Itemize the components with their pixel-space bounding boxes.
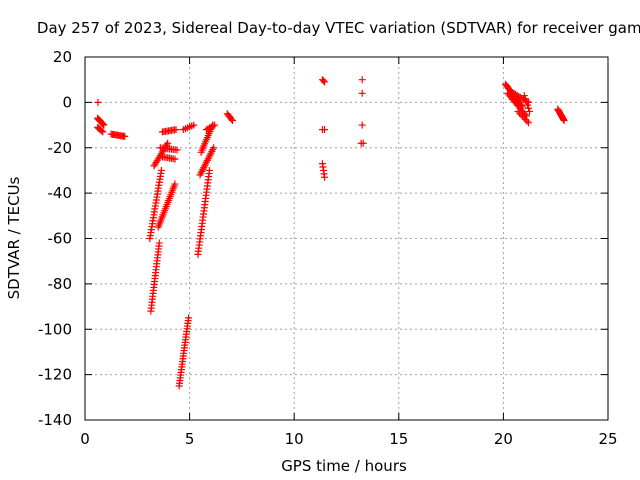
data-point: [525, 119, 533, 127]
x-tick-label: 10: [285, 430, 304, 448]
x-tick-label: 5: [185, 430, 195, 448]
data-point: [520, 92, 528, 100]
x-tick-label: 25: [598, 430, 617, 448]
data-point: [98, 127, 106, 135]
data-point: [514, 107, 522, 115]
chart-title: Day 257 of 2023, Sidereal Day-to-day VTE…: [37, 19, 640, 37]
data-point: [321, 173, 329, 181]
data-point: [99, 128, 107, 136]
data-point: [522, 98, 530, 106]
data-point: [516, 109, 524, 117]
y-tick-label: -120: [38, 366, 72, 384]
data-point: [519, 112, 527, 120]
data-point: [358, 76, 366, 84]
data-point: [227, 115, 235, 123]
data-point: [121, 132, 129, 140]
data-point: [522, 116, 530, 124]
y-tick-label: 0: [62, 93, 72, 111]
data-point: [321, 126, 329, 134]
data-point: [190, 121, 198, 129]
data-point: [526, 107, 534, 115]
data-point: [171, 155, 179, 163]
data-point: [157, 166, 165, 174]
data-point: [100, 121, 108, 129]
data-point: [173, 146, 181, 154]
data-point: [172, 126, 180, 134]
x-tick-label: 15: [389, 430, 408, 448]
data-point: [205, 166, 213, 174]
x-tick-label: 0: [80, 430, 90, 448]
data-markers: [94, 76, 568, 390]
data-point: [523, 117, 531, 125]
data-point: [525, 104, 533, 112]
y-tick-label: 20: [53, 48, 72, 66]
data-point: [210, 144, 218, 152]
data-point: [521, 95, 529, 103]
data-point: [228, 117, 236, 125]
data-point: [209, 122, 217, 130]
data-point: [358, 89, 366, 97]
x-tick-label: 20: [494, 430, 513, 448]
y-tick-label: -40: [48, 184, 73, 202]
y-tick-label: -140: [38, 411, 72, 429]
data-point: [560, 117, 568, 125]
data-point: [98, 120, 106, 128]
y-tick-label: -100: [38, 320, 72, 338]
data-point: [171, 180, 179, 188]
y-axis-label: SDTVAR / TECUs: [5, 176, 23, 299]
axis-ticks: 0 5 10 15 20 25 -140 -120 -100 -80 -60 -40 -20 0 20: [38, 48, 618, 448]
data-point: [211, 121, 219, 129]
data-point: [185, 314, 193, 322]
data-point: [99, 120, 107, 128]
data-point: [523, 101, 531, 109]
data-point: [359, 139, 367, 147]
y-tick-label: -80: [48, 275, 73, 293]
data-point: [319, 77, 327, 85]
grid-lines: [85, 57, 608, 420]
y-tick-label: -60: [48, 230, 73, 248]
data-point: [517, 111, 525, 119]
data-point: [155, 239, 163, 247]
data-point: [520, 114, 528, 122]
data-point: [321, 78, 329, 86]
data-point: [94, 98, 102, 106]
data-point: [358, 121, 366, 129]
y-tick-label: -20: [48, 139, 73, 157]
x-axis-label: GPS time / hours: [281, 457, 407, 475]
